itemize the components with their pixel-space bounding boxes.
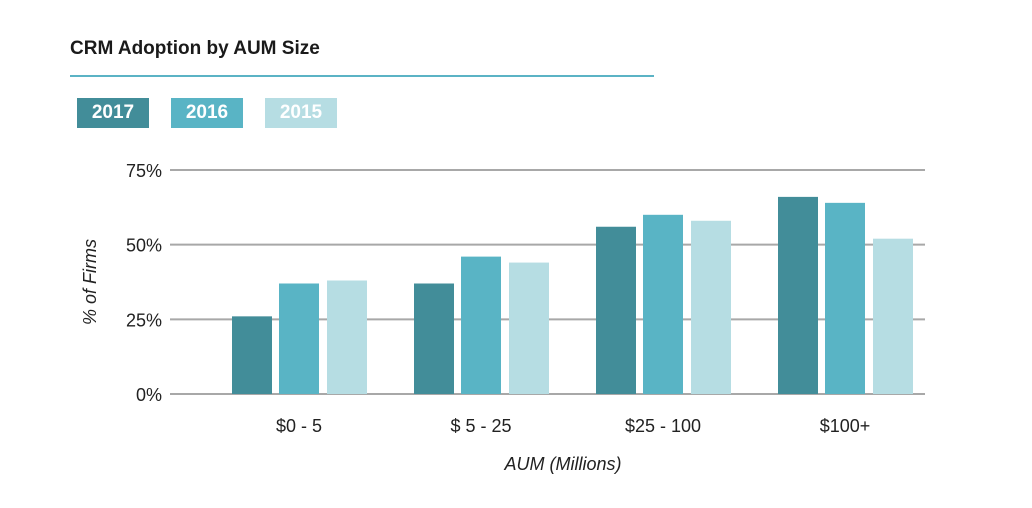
y-axis-label: % of Firms <box>80 239 100 325</box>
bar-2016 <box>825 202 865 394</box>
legend-2015: 2015 <box>265 98 337 128</box>
y-tick-label: 25% <box>126 310 162 330</box>
x-tick-label: $0 - 5 <box>276 416 322 436</box>
legend-2016: 2016 <box>171 98 243 128</box>
bar-2015 <box>327 280 367 394</box>
bar-2017 <box>414 283 454 394</box>
legend: 2017 2016 2015 <box>77 98 337 128</box>
bar-2015 <box>509 262 549 394</box>
bar-2016 <box>461 256 501 394</box>
y-tick-label: 0% <box>136 385 162 405</box>
bar-2015 <box>691 220 731 394</box>
bar-2015 <box>873 238 913 394</box>
bar-2017 <box>778 196 818 394</box>
y-tick-label: 50% <box>126 236 162 256</box>
bar-2017 <box>596 226 636 394</box>
x-tick-label: $25 - 100 <box>625 416 701 436</box>
bar-2016 <box>643 214 683 394</box>
chart-title: CRM Adoption by AUM Size <box>70 38 320 59</box>
bar-2017 <box>232 316 272 394</box>
x-tick-label: $ 5 - 25 <box>450 416 511 436</box>
x-axis-label: AUM (Millions) <box>504 454 622 474</box>
legend-2017: 2017 <box>77 98 149 128</box>
bar-2016 <box>279 283 319 394</box>
x-tick-label: $100+ <box>820 416 871 436</box>
y-tick-label: 75% <box>126 161 162 181</box>
title-divider <box>70 75 654 77</box>
